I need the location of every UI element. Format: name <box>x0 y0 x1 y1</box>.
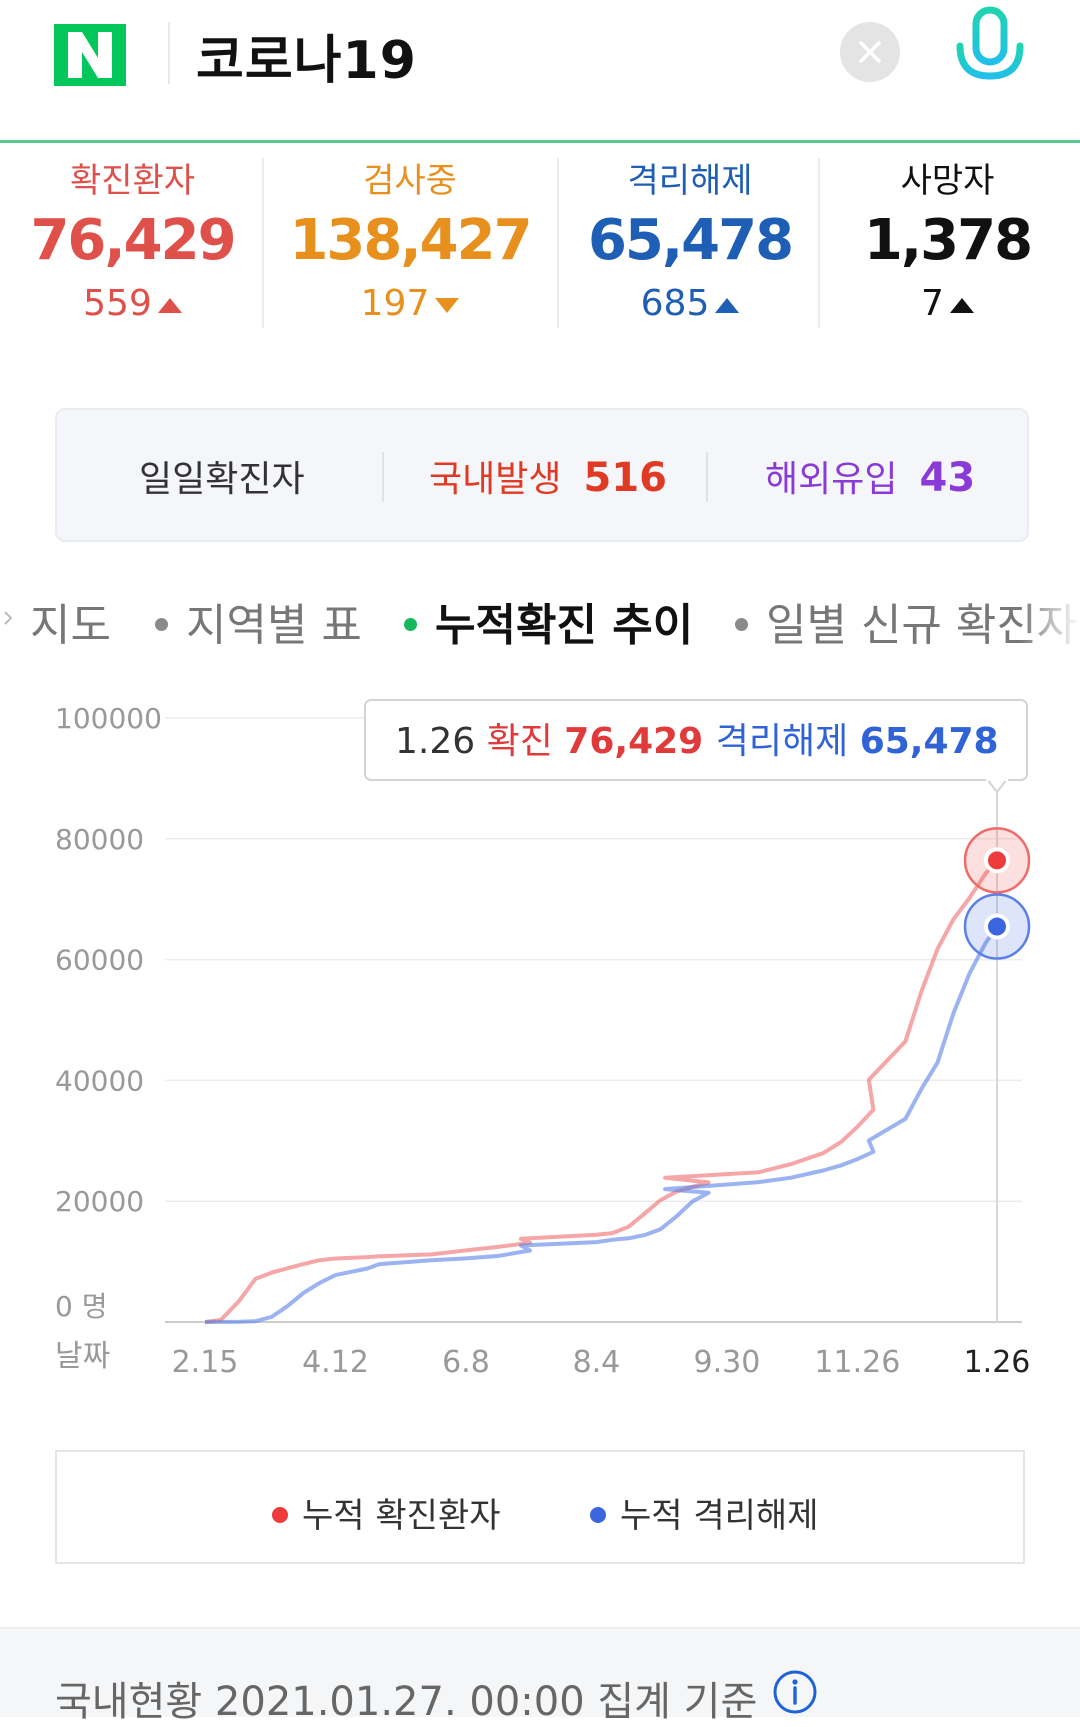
stat-change: 685 <box>560 283 820 324</box>
data-timestamp-footer: 국내현황 2021.01.27. 00:00 집계 기준 <box>0 1627 1080 1725</box>
legend-dot <box>272 1506 288 1523</box>
stat-change: 197 <box>255 283 565 324</box>
naver-logo-icon[interactable] <box>54 24 126 86</box>
info-icon[interactable] <box>772 1669 818 1715</box>
tab-regional-table[interactable]: 지역별 표 <box>155 589 362 653</box>
domestic-label: 국내발생 <box>429 459 562 500</box>
tooltip-pointer-cover <box>986 776 1008 781</box>
legend-dot <box>590 1506 606 1523</box>
stat-1: 검사중 138,427 197 <box>255 145 565 335</box>
legend-item-released[interactable]: 누적 격리해제 <box>590 1488 819 1537</box>
legend-item-confirmed[interactable]: 누적 확진환자 <box>272 1488 501 1537</box>
stat-label: 검사중 <box>363 161 457 201</box>
stat-3: 사망자 1,378 7 <box>825 145 1070 335</box>
x-tick-label: 8.4 <box>573 1345 621 1380</box>
daily-confirmed-box: 일일확진자 국내발생 516 해외유입 43 <box>55 408 1029 542</box>
stat-divider <box>818 158 820 328</box>
tab-bullet <box>735 617 748 631</box>
trend-arrow-icon <box>949 297 974 313</box>
search-input[interactable]: 코로나19 <box>196 31 417 91</box>
x-tick-label: 4.12 <box>302 1345 369 1380</box>
cumulative-trend-chart[interactable]: 100000 80000 60000 40000 20000 0 명날짜 2.15 4.12 6… <box>0 680 1080 1400</box>
hover-marker-dot <box>988 851 1006 870</box>
hover-marker-dot <box>988 917 1006 936</box>
overseas-value: 43 <box>919 455 976 501</box>
y-tick-label: 0 명 <box>55 1290 107 1323</box>
stat-value: 1,378 <box>863 208 1033 273</box>
x-axis-label: 날짜 <box>55 1339 110 1374</box>
daily-divider <box>706 452 708 502</box>
trend-arrow-icon <box>715 297 740 313</box>
stat-change: 559 <box>10 283 255 324</box>
stat-change: 7 <box>825 283 1070 324</box>
series-line-1 <box>204 925 999 1324</box>
overseas-cases: 해외유입 43 <box>765 450 975 502</box>
tooltip-pointer <box>986 778 1008 794</box>
y-tick-label: 100000 <box>55 702 162 735</box>
stat-value: 138,427 <box>289 208 532 273</box>
header-divider <box>168 22 170 84</box>
timestamp-text: 국내현황 2021.01.27. 00:00 집계 기준 <box>55 1679 758 1725</box>
x-tick-label: 6.8 <box>442 1345 490 1380</box>
x-tick-label: 1.26 <box>964 1345 1031 1380</box>
tooltip-text: 1.26 확진 76,429 격리해제 65,478 <box>395 721 999 762</box>
tab-map[interactable]: 지도 <box>30 600 111 651</box>
stat-label: 확진환자 <box>69 161 196 201</box>
stat-2: 격리해제 65,478 685 <box>560 145 820 335</box>
trend-arrow-icon <box>435 297 460 313</box>
covid-stats-summary: 확진환자 76,429 559 검사중 138,427 197 격리해제 65,478 685 사… <box>0 145 1080 340</box>
stat-label: 사망자 <box>900 161 995 201</box>
overseas-label: 해외유입 <box>765 459 898 500</box>
y-tick-label: 40000 <box>55 1064 144 1097</box>
stat-divider <box>262 158 264 328</box>
daily-confirmed-label: 일일확진자 <box>139 459 305 500</box>
microphone-icon[interactable] <box>950 6 1030 98</box>
tooltip-box <box>364 699 1028 781</box>
chevron-right-icon <box>4 611 12 625</box>
search-header: 코로나19 <box>0 0 1080 143</box>
close-icon <box>859 41 881 63</box>
clear-search-button[interactable] <box>840 22 900 82</box>
stat-value: 65,478 <box>587 208 794 273</box>
y-tick-label: 80000 <box>55 823 144 856</box>
y-tick-label: 20000 <box>55 1185 144 1218</box>
chart-legend: 누적 확진환자 누적 격리해제 <box>55 1450 1025 1564</box>
series-line-0 <box>204 859 999 1324</box>
stat-0: 확진환자 76,429 559 <box>10 145 255 335</box>
stat-label: 격리해제 <box>627 161 753 201</box>
x-tick-label: 2.15 <box>172 1345 239 1380</box>
tab-bullet <box>404 617 417 631</box>
y-tick-label: 60000 <box>55 944 144 977</box>
tab-bar: 지도 지역별 표 누적확진 추이 일별 신규 확진자 <box>0 585 1080 655</box>
tab-bullet <box>155 617 168 631</box>
tab-fade <box>1020 585 1080 655</box>
tab-cumulative-trend[interactable]: 누적확진 추이 <box>404 589 693 653</box>
x-tick-label: 9.30 <box>693 1345 760 1380</box>
x-tick-label: 11.26 <box>814 1345 900 1380</box>
domestic-cases: 국내발생 516 <box>429 450 667 502</box>
trend-arrow-icon <box>157 297 182 313</box>
stat-value: 76,429 <box>30 208 236 273</box>
domestic-value: 516 <box>583 455 667 501</box>
daily-divider <box>382 452 384 502</box>
stat-divider <box>557 158 559 328</box>
